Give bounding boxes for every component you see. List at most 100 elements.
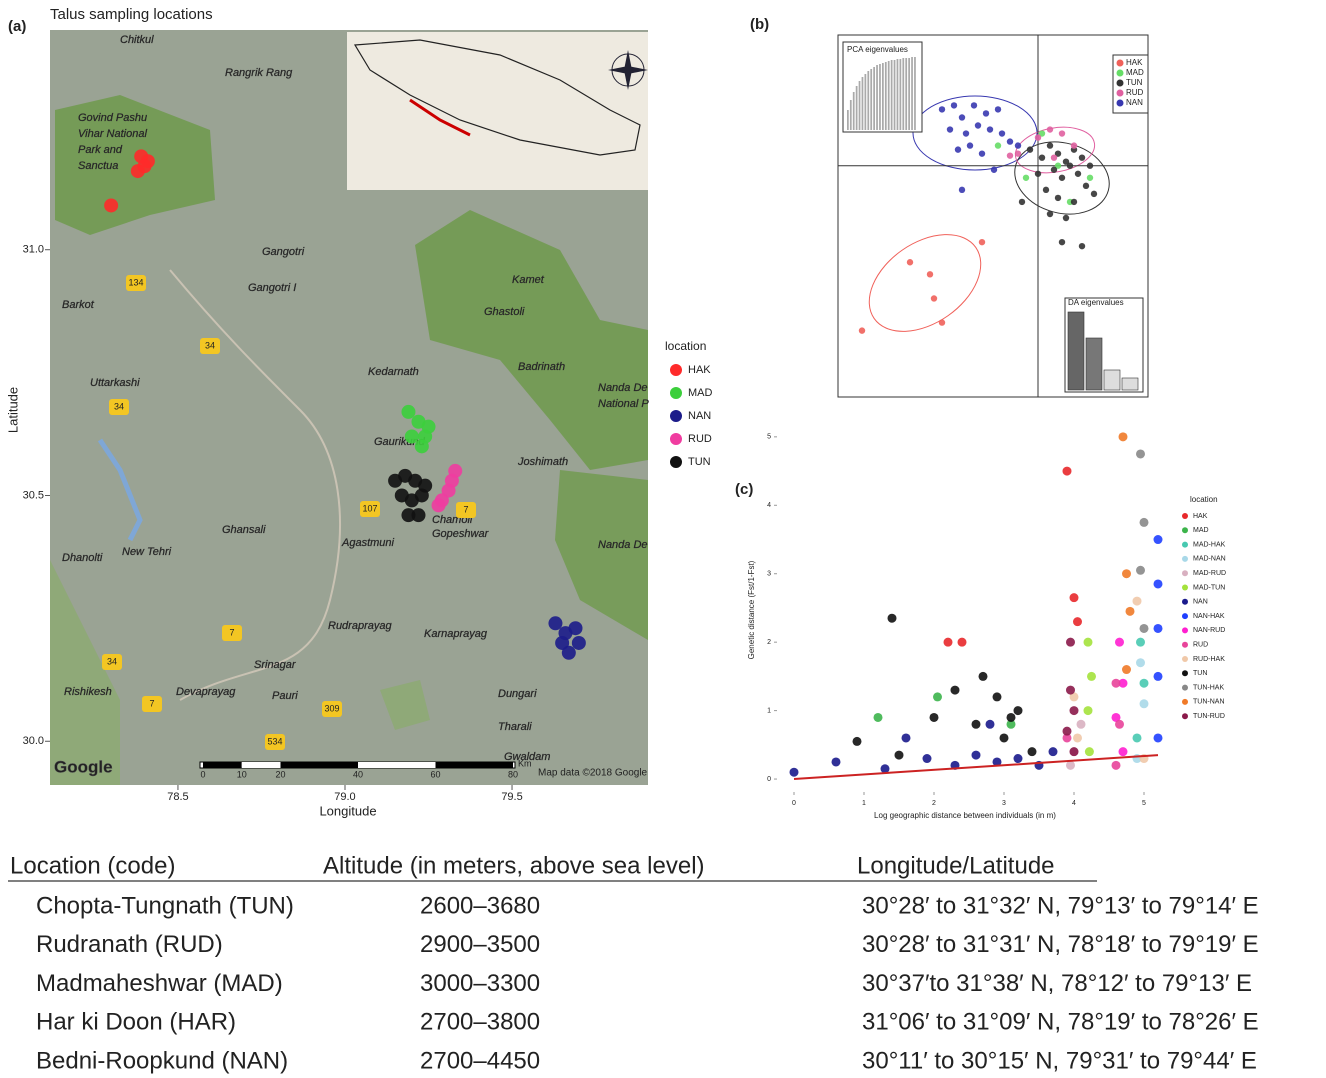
legend-title: location: [665, 339, 706, 353]
legend-swatch: [670, 387, 682, 399]
data-point: [1066, 685, 1075, 695]
data-point: [1125, 606, 1135, 616]
data-point: [1013, 754, 1023, 764]
data-point: [831, 757, 841, 767]
legend-swatch: [1182, 641, 1188, 648]
data-point: [929, 712, 939, 722]
data-point: [852, 736, 862, 746]
scale-label: 80: [508, 769, 518, 779]
place-label: Dhanolti: [62, 552, 103, 564]
eigen-bar: [896, 59, 899, 130]
data-point: [1083, 706, 1093, 716]
road-shield: [200, 338, 220, 354]
x-tick-label: 3: [1002, 800, 1006, 807]
data-point: [1111, 760, 1121, 770]
data-point: [1050, 166, 1058, 173]
data-point: [441, 483, 456, 498]
scale-segment: [435, 762, 513, 768]
data-point: [571, 635, 586, 650]
legend-swatch: [1116, 79, 1124, 87]
data-point: [1022, 174, 1030, 181]
data-point: [957, 637, 967, 647]
y-tick-label: 2: [767, 639, 771, 646]
place-label: Pauri: [272, 690, 298, 702]
legend-swatch: [670, 364, 682, 376]
data-point: [548, 616, 563, 631]
x-axis-title: Log geographic distance between individu…: [874, 811, 1056, 820]
legend-swatch: [1182, 541, 1188, 548]
place-label: Barkot: [62, 299, 95, 311]
eigen-bar: [1067, 311, 1085, 391]
data-point: [873, 712, 883, 722]
road-number: 534: [267, 736, 282, 746]
road-number: 107: [362, 503, 377, 513]
legend-label: MAD: [1126, 68, 1144, 77]
data-point: [1058, 238, 1066, 246]
table-cell: Har ki Doon (HAR): [36, 1009, 236, 1036]
data-point: [401, 508, 416, 523]
data-point: [1069, 692, 1079, 702]
place-label: Devaprayag: [176, 686, 236, 698]
legend-label: HAK: [1193, 513, 1208, 520]
map-background: [50, 30, 648, 785]
place-label: Rangrik Rang: [225, 67, 293, 79]
data-point: [1048, 747, 1058, 757]
data-point: [1136, 637, 1145, 647]
place-label: Kamet: [512, 274, 545, 286]
map-logo: Google: [54, 757, 113, 776]
data-point: [1153, 579, 1163, 589]
data-point: [1115, 719, 1124, 729]
data-point: [1069, 706, 1079, 716]
data-point: [1046, 142, 1054, 149]
place-label: Sanctua: [78, 160, 118, 172]
data-point: [1006, 712, 1016, 722]
data-point: [974, 122, 982, 129]
road-shield: [109, 399, 129, 415]
data-point: [1026, 146, 1034, 153]
data-point: [1118, 747, 1128, 757]
place-label: Karnaprayag: [424, 628, 488, 640]
data-point: [1070, 142, 1078, 149]
y-tick-label: 4: [767, 502, 771, 509]
place-label: Joshimath: [517, 456, 568, 468]
data-point: [561, 645, 576, 660]
legend-label: MAD: [688, 387, 713, 399]
data-point: [431, 498, 446, 513]
legend-swatch: [1182, 627, 1188, 634]
y-tick-label: 31.0: [23, 244, 44, 256]
place-label: Uttarkashi: [90, 377, 140, 389]
data-point: [971, 750, 981, 760]
eigen-bar: [1121, 377, 1139, 391]
fit-line: [793, 754, 1159, 781]
data-point: [982, 110, 990, 117]
legend-swatch: [1182, 613, 1188, 620]
place-label: Ghansali: [222, 524, 266, 536]
data-point: [933, 692, 942, 702]
y-tick-label: 3: [767, 571, 771, 578]
place-label: Rishikesh: [64, 686, 112, 698]
legend-swatch: [1182, 555, 1188, 562]
data-point: [1006, 152, 1014, 159]
eigen-bar: [887, 61, 890, 130]
inset-title: DA eigenvalues: [1068, 298, 1124, 307]
place-label: Gangotri I: [248, 282, 296, 294]
data-point: [994, 106, 1002, 113]
x-tick-label: 79.0: [334, 791, 355, 803]
legend-swatch: [1182, 713, 1188, 720]
data-point: [930, 295, 938, 302]
data-point: [999, 733, 1009, 743]
place-label: Srinagar: [254, 659, 297, 671]
data-point: [1062, 158, 1070, 165]
legend-label: NAN: [688, 410, 711, 422]
data-point: [1066, 637, 1075, 647]
eigen-bar: [864, 74, 867, 130]
table-cell: 30°28′ to 31°31′ N, 78°18′ to 79°19′ E: [862, 931, 1259, 958]
table-header: Location (code): [10, 852, 175, 879]
data-point: [1027, 747, 1037, 757]
legend-swatch: [670, 433, 682, 445]
data-point: [1115, 637, 1124, 647]
eigen-bar: [873, 67, 875, 130]
legend-label: HAK: [1126, 58, 1143, 67]
data-point: [1014, 142, 1022, 149]
x-tick-label: 5: [1142, 800, 1146, 807]
